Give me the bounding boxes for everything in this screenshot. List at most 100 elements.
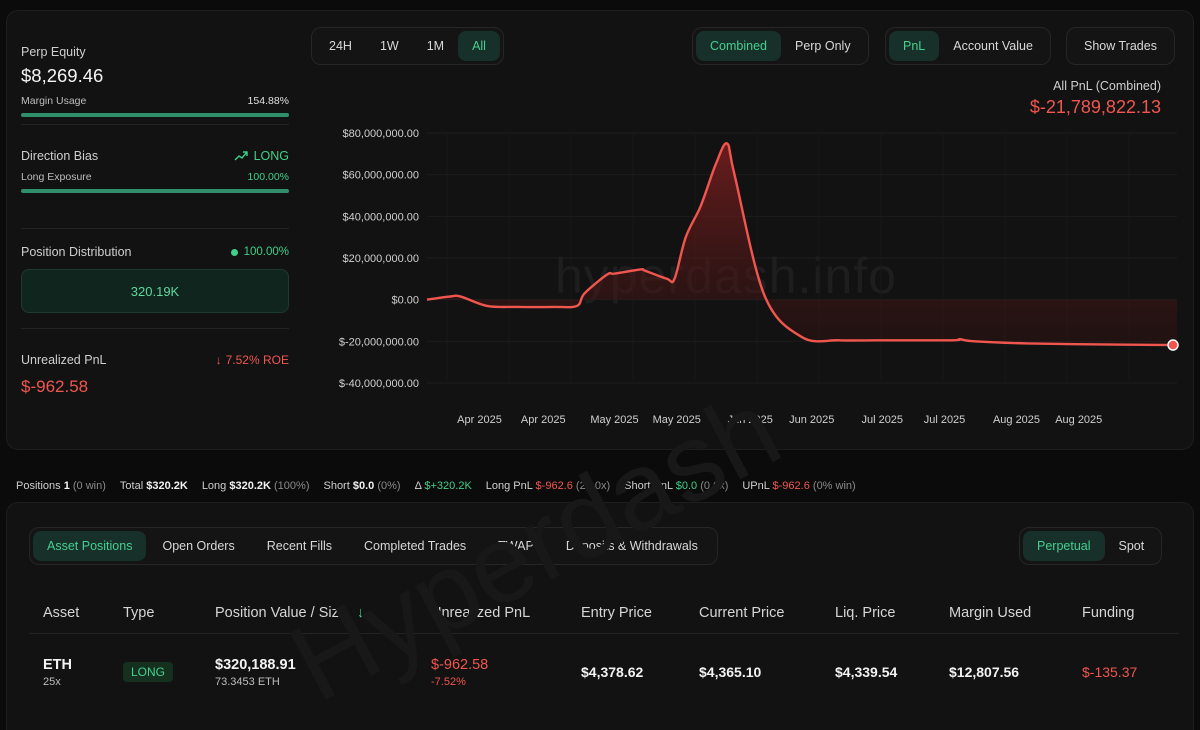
table-row[interactable]: ETH 25x LONG $320,188.91 73.3453 ETH $-9… xyxy=(29,632,1179,711)
summary-short-pnl: $0.0 xyxy=(675,480,698,492)
asset-leverage: 25x xyxy=(43,675,61,688)
tab-recent-fills[interactable]: Recent Fills xyxy=(266,539,333,553)
tab-open-orders[interactable]: Open Orders xyxy=(162,539,235,553)
tab-1w[interactable]: 1W xyxy=(379,39,399,53)
pnl-chart: $80,000,000.00 $60,000,000.00 $40,000,000.… xyxy=(317,121,1187,441)
tab-account-value[interactable]: Account Value xyxy=(953,39,1033,53)
tab-24h[interactable]: 24H xyxy=(329,39,352,53)
cell-liq-price: $4,339.54 xyxy=(821,632,935,711)
pnl-chart-svg: $80,000,000.00 $60,000,000.00 $40,000,000.… xyxy=(339,128,1179,426)
tab-deposits-withdrawals[interactable]: Deposits & Withdrawals xyxy=(565,539,698,553)
col-position-value-label: Position Value / Size xyxy=(215,604,347,621)
cell-position-value: $320,188.91 73.3453 ETH xyxy=(201,632,417,711)
summary-long-pnl-label: Long PnL xyxy=(485,480,533,492)
pnl-series-line xyxy=(426,142,1178,347)
summary-upnl-label: UPnL xyxy=(742,480,770,492)
arrow-down-icon: ↓ xyxy=(215,353,222,367)
y-tick-label: $20,000,000.00 xyxy=(343,253,419,265)
x-tick-label: Aug 2025 xyxy=(993,414,1040,426)
col-asset[interactable]: Asset xyxy=(43,604,80,621)
x-tick-label: Jul 2025 xyxy=(861,414,903,426)
margin-usage-value: 154.88% xyxy=(247,95,289,107)
position-distribution-block: Position Distribution 100.00% 320.19K xyxy=(21,229,289,329)
tab-pnl[interactable]: PnL xyxy=(889,31,940,61)
tab-spot[interactable]: Spot xyxy=(1118,539,1145,553)
stats-column: Perp Equity $8,269.46 Margin Usage 154.8… xyxy=(21,11,289,429)
summary-short-pct: (0%) xyxy=(377,480,401,492)
tab-asset-positions[interactable]: Asset Positions xyxy=(33,531,147,561)
col-entry-price[interactable]: Entry Price xyxy=(581,604,652,621)
unrealized-pnl-block: Unrealized PnL ↓ 7.52% ROE $-962.58 xyxy=(21,329,289,429)
positions-panel: Asset Positions Open Orders Recent Fills… xyxy=(6,502,1194,730)
summary-positions-label: Positions xyxy=(16,480,61,492)
tab-all[interactable]: All xyxy=(458,31,500,61)
roe-value: 7.52% ROE xyxy=(225,353,289,367)
position-distribution-box[interactable]: 320.19K xyxy=(21,269,289,313)
summary-upnl-win: (0% win) xyxy=(812,480,856,492)
col-funding[interactable]: Funding xyxy=(1082,604,1135,621)
show-trades-button[interactable]: Show Trades xyxy=(1084,39,1157,53)
direction-bias-value: LONG xyxy=(253,149,289,163)
long-exposure-fill xyxy=(21,189,289,193)
table-header-row: Asset Type Position Value / Size ↓ Unrea… xyxy=(29,593,1179,633)
y-tick-label: $40,000,000.00 xyxy=(343,211,419,223)
summary-long-pnl: $-962.6 xyxy=(535,480,573,492)
x-tick-label: Jun 2025 xyxy=(789,414,834,426)
y-tick-label: $-20,000,000.00 xyxy=(339,336,419,348)
sort-down-icon: ↓ xyxy=(356,604,365,621)
upnl-value: $-962.58 xyxy=(431,656,489,673)
cell-type: LONG xyxy=(109,632,201,711)
mode-tabs: Combined Perp Only xyxy=(692,27,869,65)
summary-positions: 1 xyxy=(63,480,70,492)
tab-1m[interactable]: 1M xyxy=(426,39,445,53)
x-tick-label: Jul 2025 xyxy=(924,414,966,426)
tab-completed-trades[interactable]: Completed Trades xyxy=(364,539,467,553)
tab-perp-only[interactable]: Perp Only xyxy=(794,39,851,53)
summary-delta-label: Δ xyxy=(414,480,422,492)
summary-short-pnl-label: Short PnL xyxy=(624,480,673,492)
margin-usage-bar xyxy=(21,113,289,117)
tab-twap[interactable]: TWAP xyxy=(498,539,534,553)
summary-short-pnl-lev: (0.0x) xyxy=(700,480,729,492)
overview-panel: Perp Equity $8,269.46 Margin Usage 154.8… xyxy=(6,10,1194,450)
pnl-header: All PnL (Combined) $-21,789,822.13 xyxy=(1030,79,1161,118)
col-current-price[interactable]: Current Price xyxy=(699,604,785,621)
cell-entry-price: $4,378.62 xyxy=(567,632,685,711)
perp-equity-label: Perp Equity xyxy=(21,45,86,59)
col-type[interactable]: Type xyxy=(123,604,155,621)
show-trades-control: Show Trades xyxy=(1066,27,1175,65)
upnl-pct: -7.52% xyxy=(431,675,466,688)
direction-bias-block: Direction Bias LONG Long Exposure 100.00… xyxy=(21,125,289,229)
cell-unrealized-pnl: $-962.58 -7.52% xyxy=(417,632,567,711)
summary-total: $320.2K xyxy=(146,480,188,492)
col-margin-used[interactable]: Margin Used xyxy=(949,604,1032,621)
summary-delta: $+320.2K xyxy=(424,480,472,492)
x-tick-label: Apr 2025 xyxy=(457,414,502,426)
cell-asset: ETH 25x xyxy=(29,632,109,711)
summary-positions-win: (0 win) xyxy=(72,480,106,492)
trending-up-icon xyxy=(234,151,248,161)
summary-long-pnl-lev: (25.0x) xyxy=(575,480,611,492)
type-badge: LONG xyxy=(123,662,174,683)
cell-current-price: $4,365.10 xyxy=(685,632,821,711)
market-tabs: Perpetual Spot xyxy=(1019,527,1163,565)
pnl-header-value: $-21,789,822.13 xyxy=(1029,97,1161,117)
position-distribution-value: 100.00% xyxy=(243,246,289,258)
summary-upnl: $-962.6 xyxy=(772,480,810,492)
position-distribution-label: Position Distribution xyxy=(21,245,132,259)
col-position-value[interactable]: Position Value / Size ↓ xyxy=(201,593,417,633)
tab-combined[interactable]: Combined xyxy=(696,31,781,61)
summary-total-label: Total xyxy=(119,480,144,492)
dot-icon xyxy=(230,248,238,256)
col-liq-price[interactable]: Liq. Price xyxy=(835,604,896,621)
position-size: 73.3453 ETH xyxy=(215,675,280,688)
positions-table: Asset Type Position Value / Size ↓ Unrea… xyxy=(29,593,1179,711)
col-unrealized-pnl[interactable]: Unrealized PnL xyxy=(431,604,531,621)
long-exposure-bar xyxy=(21,189,289,193)
long-exposure-value: 100.00% xyxy=(247,171,289,183)
unrealized-pnl-value: $-962.58 xyxy=(21,377,89,396)
x-tick-label: May 2025 xyxy=(590,414,638,426)
summary-long-label: Long xyxy=(201,480,227,492)
x-tick-label: Apr 2025 xyxy=(521,414,566,426)
tab-perpetual[interactable]: Perpetual xyxy=(1023,531,1105,561)
